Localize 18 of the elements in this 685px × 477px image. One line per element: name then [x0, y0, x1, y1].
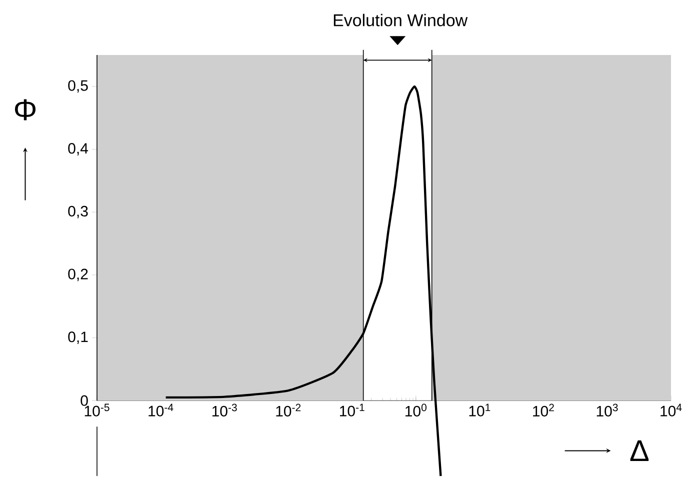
y-tick-label: 0,4	[68, 143, 88, 156]
y-tick-label: 0,1	[68, 332, 88, 344]
y-tick-label: 0	[80, 395, 88, 406]
y-tick-label: 0,2	[68, 268, 88, 282]
x-axis-title: Δ	[630, 440, 649, 462]
y-axis-title: Φ	[14, 99, 36, 120]
x-tick-label: 10$^{2}$	[533, 404, 554, 416]
chart-title: Evolution Window	[334, 14, 468, 26]
y-tick-label: 0,3	[68, 206, 88, 218]
x-tick-label: 10$^{0}$	[406, 404, 426, 416]
x-tick-label: 10$^{4}$	[660, 404, 682, 416]
x-tick-label: 10$^{1}$	[469, 404, 490, 416]
y-tick-label: 0,5	[68, 80, 88, 93]
x-tick-label: 10$^{3}$	[596, 404, 618, 416]
x-tick-label: 10$^{-1}$	[340, 404, 364, 416]
x-tick-label: 10$^{-3}$	[212, 404, 237, 416]
x-tick-label: 10$^{-4}$	[148, 404, 174, 416]
x-tick-label: 10$^{-2}$	[276, 404, 301, 416]
